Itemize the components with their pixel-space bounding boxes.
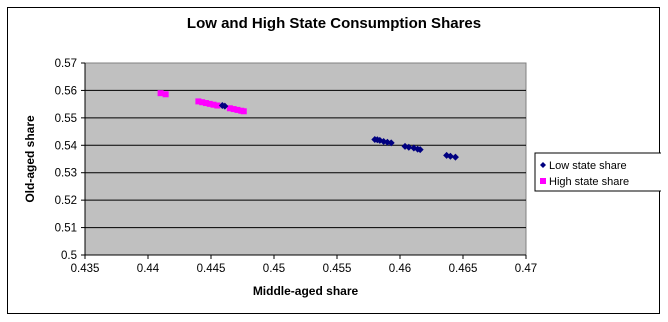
y-tick-label: 0.56: [55, 85, 77, 97]
y-axis-label: Old-aged share: [23, 115, 37, 203]
high-state-point: [157, 90, 164, 97]
legend-marker-high-state: [540, 178, 546, 184]
x-tick-label: 0.46: [389, 263, 411, 275]
high-state-point: [214, 102, 221, 109]
high-state-point: [226, 105, 233, 112]
high-state-point: [199, 99, 206, 106]
chart-frame: Low and High State Consumption Shares 0.…: [7, 7, 661, 314]
y-axis-ticks: 0.5 0.51 0.52 0.53 0.54 0.55 0.56 0.57: [55, 58, 85, 262]
y-tick-label: 0.51: [55, 223, 77, 235]
y-tick-label: 0.53: [55, 168, 77, 180]
high-state-point: [234, 106, 241, 113]
data-points: [157, 90, 459, 161]
low-state-point: [405, 143, 413, 151]
low-state-point: [387, 139, 395, 147]
x-tick-label: 0.44: [137, 263, 160, 275]
y-tick-label: 0.54: [55, 140, 78, 152]
high-state-point: [195, 98, 202, 105]
low-state-point: [416, 146, 424, 154]
x-tick-label: 0.45: [263, 263, 285, 275]
low-state-point: [446, 152, 454, 160]
x-axis-label: Middle-aged share: [253, 284, 359, 298]
low-state-point: [221, 102, 229, 110]
high-state-point: [206, 100, 213, 107]
x-tick-label: 0.445: [197, 263, 226, 275]
high-state-point: [240, 108, 247, 115]
legend-label-high-state: High state share: [549, 176, 629, 188]
legend-marker-low-state: [540, 162, 546, 168]
y-tick-label: 0.5: [61, 250, 77, 262]
x-tick-label: 0.465: [449, 263, 478, 275]
high-state-point: [210, 101, 217, 108]
x-tick-label: 0.455: [323, 263, 352, 275]
x-axis-ticks: 0.435 0.44 0.445 0.45 0.455 0.46 0.465 0.47: [71, 63, 537, 275]
high-state-point: [230, 106, 237, 113]
chart-title: Low and High State Consumption Shares: [187, 15, 481, 32]
legend-label-low-state: Low state share: [549, 160, 627, 172]
plot-area: [84, 62, 527, 256]
scatter-chart: Low and High State Consumption Shares 0.…: [23, 15, 661, 298]
low-state-point: [451, 153, 459, 161]
legend: Low state share High state share: [534, 152, 661, 192]
high-state-point: [162, 91, 169, 98]
x-tick-label: 0.435: [71, 263, 100, 275]
y-tick-label: 0.52: [55, 195, 77, 207]
y-tick-label: 0.55: [55, 113, 77, 125]
legend-box: [534, 152, 661, 192]
high-state-point: [202, 100, 209, 107]
y-tick-label: 0.57: [55, 58, 77, 70]
x-tick-label: 0.47: [515, 263, 537, 275]
